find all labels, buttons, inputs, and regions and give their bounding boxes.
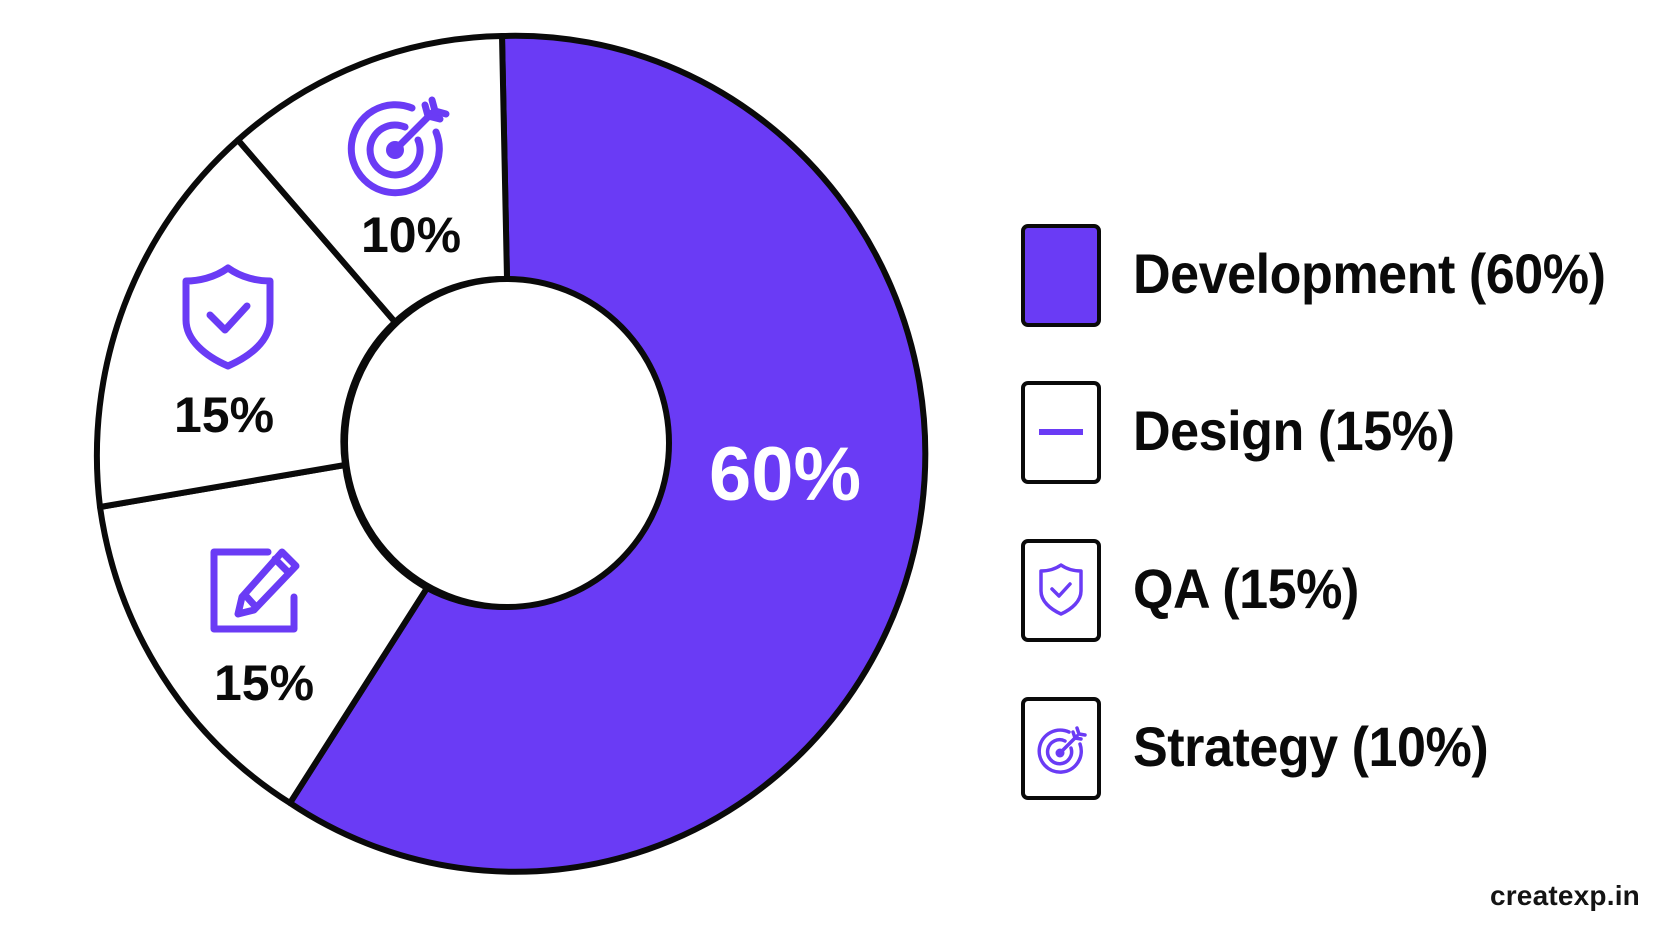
watermark: createxp.in <box>1489 880 1640 911</box>
legend-item-qa: QA (15%) <box>1021 539 1661 642</box>
donut-hole <box>342 276 672 610</box>
slice-label-strategy: 10% <box>361 207 461 263</box>
legend-label: QA (15%) <box>1133 557 1359 620</box>
legend-item-strategy: Strategy (10%) <box>1021 697 1661 800</box>
shield-check-icon <box>182 264 274 370</box>
legend-swatch-design <box>1021 381 1101 484</box>
edit-icon <box>210 548 300 633</box>
donut-chart: 10% 15% 15% 60% <box>93 32 929 875</box>
legend-item-design: Design (15%) <box>1021 381 1661 484</box>
legend-swatch-qa <box>1021 539 1101 642</box>
legend-label: Strategy (10%) <box>1133 715 1489 778</box>
target-arrow-icon <box>347 96 450 197</box>
slice-label-qa: 15% <box>174 387 274 443</box>
target-arrow-icon <box>1037 726 1087 774</box>
slice-label-design: 15% <box>214 655 314 711</box>
legend-label: Development (60%) <box>1133 242 1606 305</box>
legend-swatch-strategy <box>1021 697 1101 800</box>
shield-check-icon <box>1039 563 1083 616</box>
slice-label-development: 60% <box>709 432 861 517</box>
legend-item-development: Development (60%) <box>1021 224 1661 327</box>
legend-label: Design (15%) <box>1133 399 1455 462</box>
legend-swatch-development <box>1021 224 1101 327</box>
